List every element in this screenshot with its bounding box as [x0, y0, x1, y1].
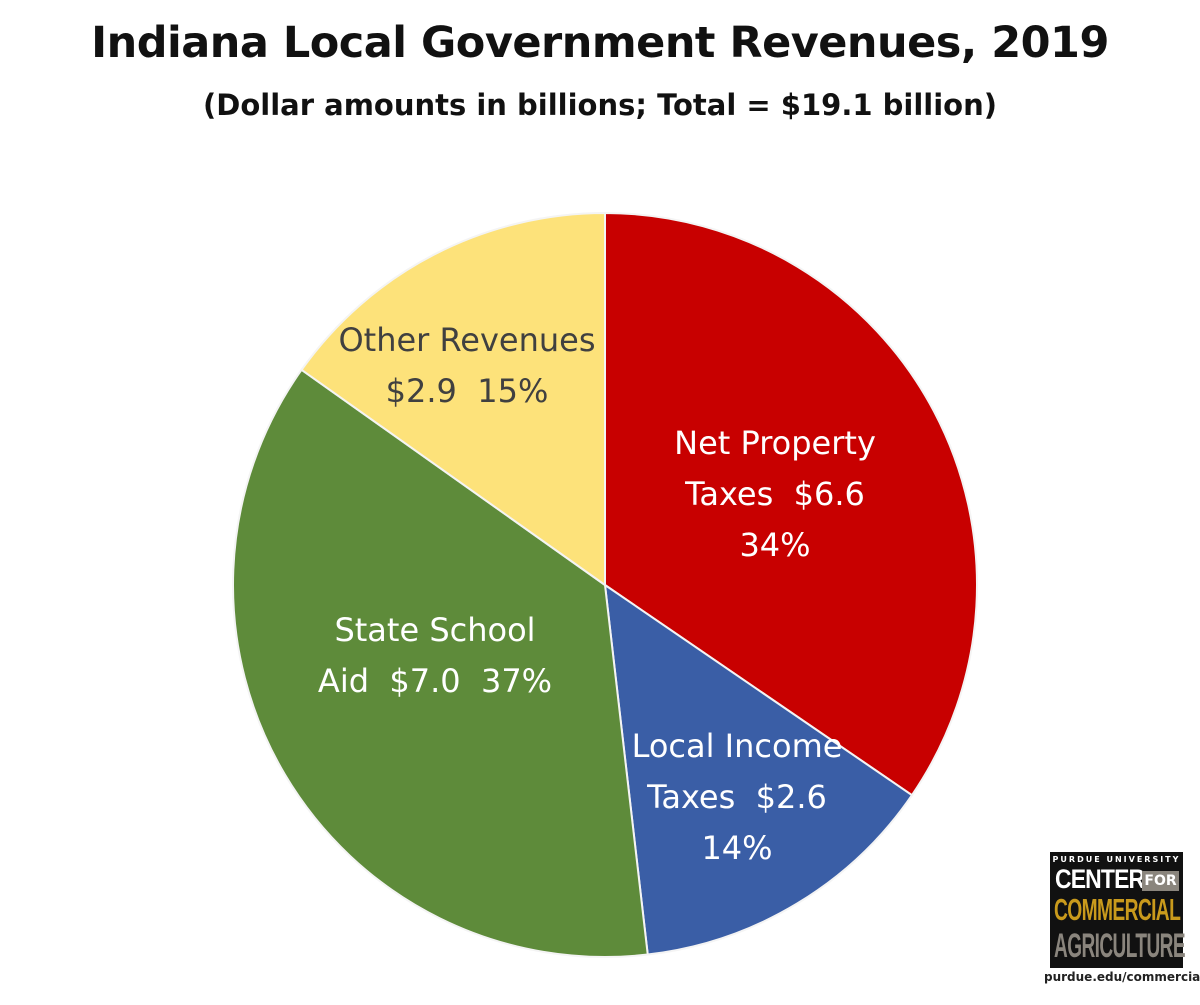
label-line: Taxes $6.6 [685, 475, 865, 513]
logo-line: CENTER [1055, 864, 1145, 894]
pie-slice-other-revenues [300, 211, 606, 587]
label-line: Taxes $2.6 [647, 778, 827, 816]
chart-title: Indiana Local Government Revenues, 2019 [91, 18, 1109, 68]
label-line: 34% [739, 526, 811, 564]
slice-label-state-school-aid: State School Aid $7.0 37% [255, 605, 615, 707]
logo-line: FOR [1142, 871, 1179, 891]
pie-slice-state-school-aid [232, 368, 649, 958]
label-line: State School [334, 611, 536, 649]
slice-label-local-income: Local Income Taxes $2.6 14% [557, 721, 917, 874]
pie-slice-local-income-taxes [603, 582, 914, 956]
logo-line: PURDUE UNIVERSITY [1052, 855, 1181, 864]
pie-slice-net-property-taxes [604, 211, 978, 797]
logo-url: purdue.edu/commercialag [1044, 970, 1200, 984]
label-line: 14% [701, 829, 773, 867]
label-line: Net Property [674, 424, 876, 462]
chart-subtitle: (Dollar amounts in billions; Total = $19… [203, 88, 997, 122]
logo-line: AGRICULTURE [1054, 927, 1186, 965]
label-line: Other Revenues [338, 321, 596, 359]
label-line: Local Income [631, 727, 843, 765]
center-for-commercial-agriculture-logo: PURDUE UNIVERSITY CENTER FOR COMMERCIAL … [1050, 852, 1186, 968]
label-line: Aid $7.0 37% [317, 662, 553, 700]
label-line: $2.9 15% [385, 372, 549, 410]
logo-line: COMMERCIAL [1054, 892, 1181, 927]
slice-label-other-revenues: Other Revenues $2.9 15% [287, 315, 647, 417]
slice-label-net-property: Net Property Taxes $6.6 34% [595, 418, 955, 571]
